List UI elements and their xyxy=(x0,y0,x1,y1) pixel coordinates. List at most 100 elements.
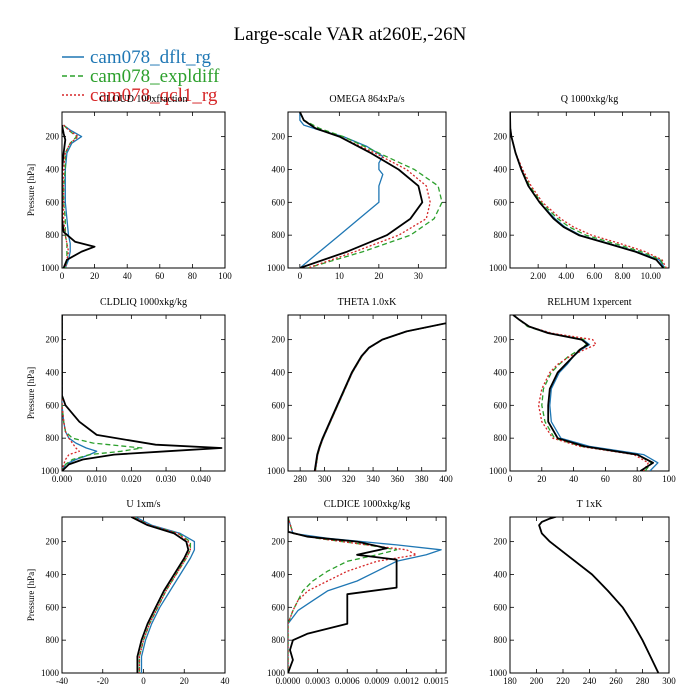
xtick-label: 300 xyxy=(318,474,332,484)
ytick-label: 600 xyxy=(272,197,286,207)
xtick-label: 100 xyxy=(218,271,232,281)
xtick-label: 320 xyxy=(342,474,356,484)
ytick-label: 800 xyxy=(46,433,60,443)
xtick-label: 8.00 xyxy=(615,271,631,281)
panel-4: THETA 1.0xK 200 400 600 800 1000 280 300 320 340 3… xyxy=(267,297,453,484)
ytick-label: 400 xyxy=(494,164,508,174)
panel-title-8: T 1xK xyxy=(577,499,603,510)
panel-frame-2 xyxy=(509,111,670,269)
legend-label-1: cam078_expldiff xyxy=(90,66,220,87)
ytick-label: 1000 xyxy=(489,263,508,273)
series-line-cam078_qcl1_rg xyxy=(62,315,80,471)
ytick-label: 400 xyxy=(46,569,60,579)
xtick-label: 0.030 xyxy=(156,474,177,484)
xtick-label: 0.0015 xyxy=(424,676,449,686)
xtick-label: 6.00 xyxy=(587,271,603,281)
xtick-label: 0 xyxy=(508,474,513,484)
xtick-label: 20 xyxy=(537,474,547,484)
xtick-label: 80 xyxy=(633,474,643,484)
ytick-label: 600 xyxy=(46,197,60,207)
ytick-label: 1000 xyxy=(41,466,60,476)
xtick-label: 0.0012 xyxy=(394,676,419,686)
ytick-label: 1000 xyxy=(489,466,508,476)
ytick-label: 1000 xyxy=(489,668,508,678)
series-line-cam078_expldiff xyxy=(538,517,659,673)
ytick-label: 800 xyxy=(494,635,508,645)
ytick-label: 800 xyxy=(272,433,286,443)
ytick-label: 800 xyxy=(272,635,286,645)
xtick-label: 60 xyxy=(601,474,611,484)
series-line-cam078_expldiff xyxy=(133,517,192,673)
xtick-label: 260 xyxy=(609,676,623,686)
legend-label-0: cam078_dflt_rg xyxy=(90,47,212,68)
series-line-reference xyxy=(130,517,190,673)
xtick-label: 180 xyxy=(503,676,517,686)
series-line-cam078_dflt_rg xyxy=(314,322,446,471)
panel-title-5: RELHUM 1xpercent xyxy=(547,297,631,308)
panel-frame-5 xyxy=(509,314,670,472)
panel-2: Q 1000xkg/kg 200 400 600 800 1000 2.00 4.00 6.00… xyxy=(489,94,670,281)
ylabel-6: Pressure [hPa] xyxy=(26,569,36,621)
series-line-reference xyxy=(62,124,96,268)
ytick-label: 400 xyxy=(272,367,286,377)
figure-title: Large-scale VAR at260E,-26N xyxy=(234,24,467,45)
panel-title-0: CLOUD 100xfraction xyxy=(99,94,187,105)
xtick-label: 300 xyxy=(662,676,676,686)
xtick-label: 40 xyxy=(221,676,231,686)
series-line-reference xyxy=(288,517,398,673)
xtick-label: 30 xyxy=(414,271,424,281)
ytick-label: 600 xyxy=(272,602,286,612)
xtick-label: 360 xyxy=(391,474,405,484)
panel-title-6: U 1xm/s xyxy=(126,499,160,510)
ytick-label: 400 xyxy=(272,569,286,579)
xtick-label: 0.000 xyxy=(52,474,73,484)
panel-frame-7 xyxy=(287,516,447,674)
legend-label-2: cam078_qcl1_rg xyxy=(90,85,218,106)
xtick-label: 20 xyxy=(90,271,100,281)
xtick-label: 220 xyxy=(556,676,570,686)
panel-title-2: Q 1000xkg/kg xyxy=(561,94,619,105)
series-line-reference xyxy=(62,315,223,471)
series-line-cam078_qcl1_rg xyxy=(314,322,446,471)
xtick-label: 380 xyxy=(415,474,429,484)
ytick-label: 400 xyxy=(272,164,286,174)
ytick-label: 800 xyxy=(272,230,286,240)
xtick-label: 0.010 xyxy=(87,474,108,484)
legend: cam078_dflt_rgcam078_expldiffcam078_qcl1… xyxy=(62,47,220,106)
series-line-cam078_expldiff xyxy=(512,315,653,471)
panel-frame-8 xyxy=(509,516,670,674)
panel-6: U 1xm/s 200 400 600 800 1000-40 -20 0 20 40 Pressu… xyxy=(26,499,230,686)
ylabel-0: Pressure [hPa] xyxy=(26,164,36,216)
ytick-label: 200 xyxy=(46,335,60,345)
xtick-label: 10.00 xyxy=(641,271,662,281)
series-line-cam078_qcl1_rg xyxy=(288,517,418,673)
xtick-label: 0 xyxy=(141,676,146,686)
ytick-label: 1000 xyxy=(41,668,60,678)
ytick-label: 1000 xyxy=(267,263,286,273)
series-line-cam078_dflt_rg xyxy=(288,517,442,673)
series-line-cam078_expldiff xyxy=(62,124,78,268)
series-line-cam078_expldiff xyxy=(62,315,143,471)
xtick-label: 0 xyxy=(298,271,303,281)
xtick-label: 2.00 xyxy=(530,271,546,281)
series-line-cam078_qcl1_rg xyxy=(510,112,667,268)
xtick-label: 200 xyxy=(530,676,544,686)
series-line-cam078_dflt_rg xyxy=(62,315,98,471)
series-line-cam078_expldiff xyxy=(510,112,666,268)
panel-title-4: THETA 1.0xK xyxy=(338,297,397,308)
ytick-label: 1000 xyxy=(41,263,60,273)
panel-title-3: CLDLIQ 1000xkg/kg xyxy=(100,297,187,308)
series-line-reference xyxy=(512,315,654,471)
ytick-label: 200 xyxy=(46,537,60,547)
xtick-label: 20 xyxy=(374,271,384,281)
ytick-label: 800 xyxy=(494,433,508,443)
xtick-label: 280 xyxy=(636,676,650,686)
xtick-label: 40 xyxy=(123,271,133,281)
ytick-label: 600 xyxy=(494,197,508,207)
ytick-label: 200 xyxy=(272,335,286,345)
ytick-label: 1000 xyxy=(267,668,286,678)
